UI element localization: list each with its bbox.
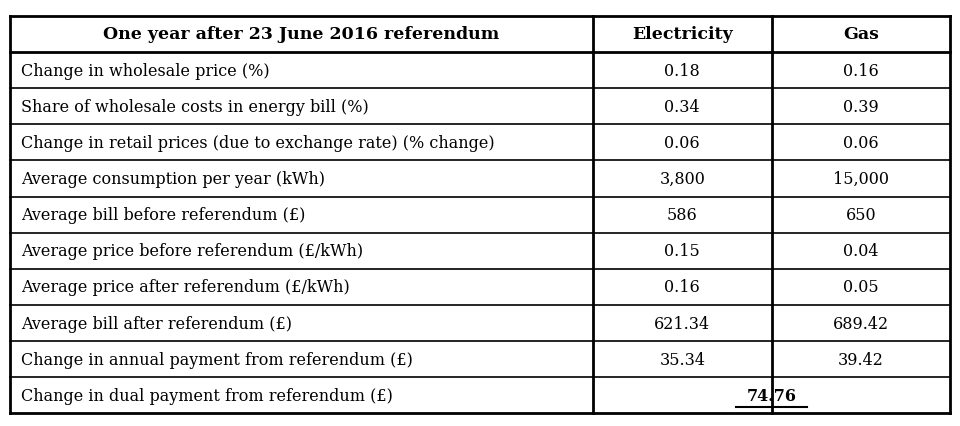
Text: Average consumption per year (kWh): Average consumption per year (kWh) [21, 170, 324, 187]
Text: Average bill after referendum (£): Average bill after referendum (£) [21, 315, 292, 332]
Text: 0.16: 0.16 [843, 62, 879, 79]
Text: 0.06: 0.06 [664, 135, 700, 152]
Text: Average price before referendum (£/kWh): Average price before referendum (£/kWh) [21, 243, 363, 259]
Text: Change in dual payment from referendum (£): Change in dual payment from referendum (… [21, 387, 393, 404]
Text: 0.34: 0.34 [664, 98, 700, 115]
Text: 0.04: 0.04 [843, 243, 878, 259]
Text: Electricity: Electricity [632, 26, 732, 43]
Text: 74.76: 74.76 [747, 387, 797, 404]
Text: 0.16: 0.16 [664, 279, 700, 296]
Text: Average price after referendum (£/kWh): Average price after referendum (£/kWh) [21, 279, 349, 296]
Text: 0.39: 0.39 [843, 98, 879, 115]
Text: 15,000: 15,000 [833, 170, 889, 187]
Text: 35.34: 35.34 [660, 351, 706, 368]
Text: Average bill before referendum (£): Average bill before referendum (£) [21, 207, 305, 224]
Text: Share of wholesale costs in energy bill (%): Share of wholesale costs in energy bill … [21, 98, 369, 115]
Text: Change in annual payment from referendum (£): Change in annual payment from referendum… [21, 351, 413, 368]
Text: 621.34: 621.34 [654, 315, 710, 332]
Text: 650: 650 [846, 207, 876, 224]
Text: 3,800: 3,800 [660, 170, 706, 187]
Text: 0.15: 0.15 [664, 243, 700, 259]
Text: Gas: Gas [843, 26, 879, 43]
Text: 39.42: 39.42 [838, 351, 884, 368]
Text: Change in wholesale price (%): Change in wholesale price (%) [21, 62, 270, 79]
Text: Change in retail prices (due to exchange rate) (% change): Change in retail prices (due to exchange… [21, 135, 494, 152]
Text: 0.05: 0.05 [843, 279, 878, 296]
Text: 0.18: 0.18 [664, 62, 700, 79]
Text: 689.42: 689.42 [833, 315, 889, 332]
Text: 0.06: 0.06 [843, 135, 878, 152]
Text: One year after 23 June 2016 referendum: One year after 23 June 2016 referendum [103, 26, 499, 43]
Text: 586: 586 [667, 207, 698, 224]
